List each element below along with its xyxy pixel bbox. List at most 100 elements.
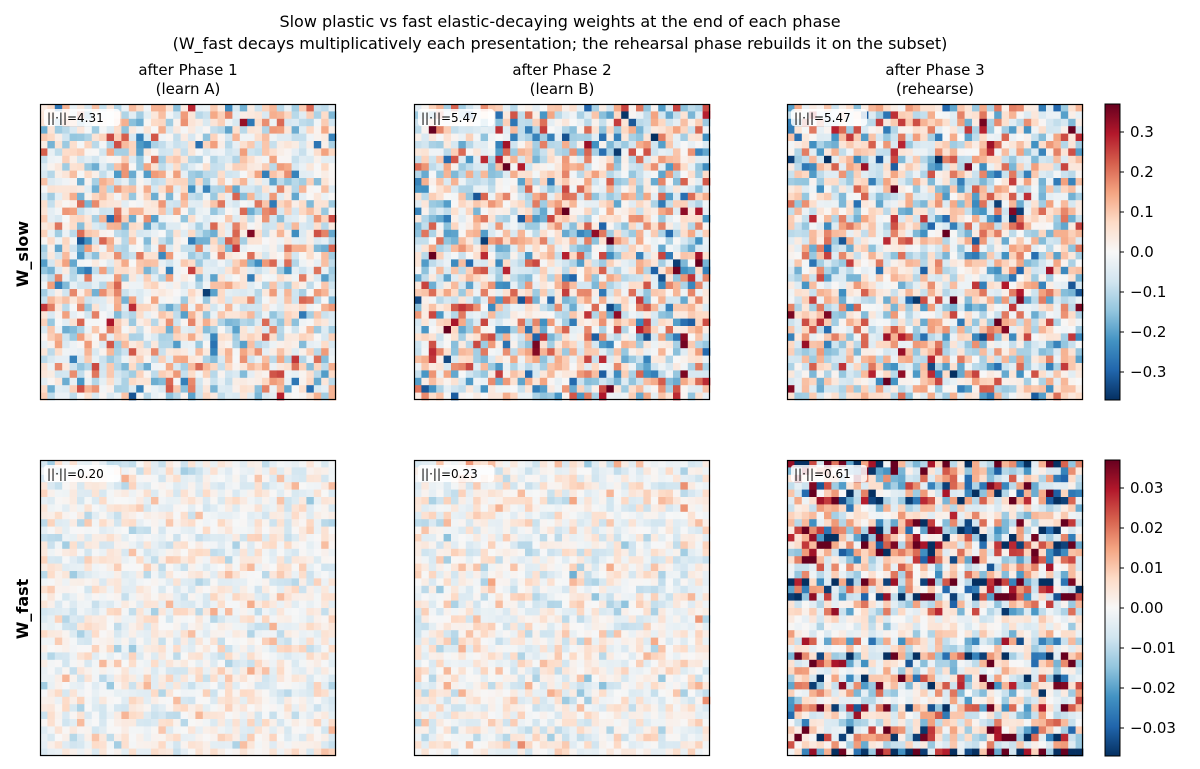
heatmap-cell	[898, 229, 906, 238]
heatmap-cell	[77, 482, 85, 490]
heatmap-cell	[313, 252, 322, 260]
heatmap-cell	[225, 296, 233, 305]
heatmap-cell	[606, 133, 615, 142]
heatmap-cell	[428, 170, 437, 179]
heatmap-cell	[299, 482, 307, 490]
heatmap-cell	[957, 340, 965, 349]
heatmap-cell	[180, 118, 189, 127]
heatmap-cell	[465, 244, 474, 253]
heatmap-cell	[606, 348, 615, 356]
heatmap-cell	[91, 377, 100, 386]
heatmap-cell	[569, 244, 578, 253]
heatmap-cell	[1038, 385, 1047, 393]
heatmap-cell	[576, 348, 585, 356]
heatmap-cell	[1016, 222, 1025, 231]
heatmap-cell	[143, 392, 152, 401]
heatmap-cell	[816, 192, 825, 201]
heatmap-cell	[1009, 340, 1017, 349]
heatmap-cell	[905, 207, 914, 216]
heatmap-cell	[949, 326, 958, 334]
heatmap-cell	[517, 311, 526, 319]
heatmap-cell	[128, 200, 137, 208]
heatmap-cell	[443, 392, 452, 401]
heatmap-cell	[54, 126, 63, 134]
heatmap-cell	[994, 289, 1002, 297]
heatmap-cell	[451, 207, 459, 216]
heatmap-cell	[225, 377, 233, 386]
heatmap-cell	[443, 289, 452, 297]
heatmap-cell	[210, 363, 218, 371]
heatmap-cell	[247, 192, 255, 201]
heatmap-cell	[794, 311, 803, 319]
heatmap-cell	[84, 311, 93, 319]
heatmap-cell	[935, 348, 943, 356]
heatmap-cell	[436, 155, 444, 164]
heatmap-cell	[673, 363, 681, 371]
heatmap-cell	[321, 281, 329, 290]
heatmap-cell	[414, 392, 422, 401]
heatmap-cell	[695, 229, 703, 238]
heatmap-cell	[838, 163, 847, 171]
heatmap-cell	[299, 303, 307, 312]
heatmap-cell	[299, 141, 307, 149]
heatmap-cell	[957, 318, 965, 327]
heatmap-cell	[816, 170, 825, 179]
heatmap-cell	[525, 326, 533, 334]
heatmap-cell	[861, 252, 869, 260]
heatmap-cell	[306, 296, 315, 305]
heatmap-cell	[687, 148, 696, 157]
heatmap-cell	[84, 460, 93, 468]
heatmap-cell	[636, 104, 644, 112]
heatmap-cell	[488, 126, 496, 134]
heatmap-cell	[62, 303, 70, 312]
heatmap-cell	[658, 155, 666, 164]
heatmap-cell	[554, 252, 563, 260]
heatmap-cell	[143, 222, 152, 231]
heatmap-cell	[539, 163, 548, 171]
heatmap-cell	[299, 392, 307, 401]
heatmap-cell	[1009, 370, 1017, 379]
heatmap-cell	[650, 266, 659, 275]
heatmap-cell	[525, 133, 533, 142]
heatmap-cell	[84, 185, 93, 194]
heatmap-cell	[1009, 363, 1017, 371]
heatmap-cell	[195, 370, 204, 379]
heatmap-cell	[942, 326, 951, 334]
heatmap-cell	[284, 185, 292, 194]
heatmap-cell	[831, 311, 840, 319]
heatmap-cell	[554, 229, 563, 238]
heatmap-cell	[106, 385, 115, 393]
heatmap-cell	[1075, 281, 1084, 290]
heatmap-cell	[1023, 318, 1032, 327]
heatmap-cell	[165, 222, 174, 231]
heatmap-cell	[180, 237, 189, 245]
heatmap-cell	[1031, 289, 1039, 297]
heatmap-cell	[84, 259, 93, 268]
heatmap-cell	[173, 207, 181, 216]
heatmap-cell	[428, 363, 437, 371]
heatmap-cell	[276, 370, 285, 379]
heatmap-cell	[232, 333, 241, 342]
heatmap-cell	[480, 192, 489, 201]
heatmap-cell	[949, 333, 958, 342]
heatmap-cell	[584, 170, 592, 179]
heatmap-cell	[920, 370, 928, 379]
heatmap-cell	[912, 207, 921, 216]
heatmap-cell	[480, 326, 489, 334]
heatmap-cell	[495, 340, 504, 349]
heatmap-cell	[883, 333, 891, 342]
heatmap-cell	[269, 126, 278, 134]
heatmap-cell	[313, 326, 322, 334]
heatmap-cell	[1023, 104, 1032, 112]
heatmap-cell	[935, 259, 943, 268]
heatmap-cell	[824, 363, 832, 371]
heatmap-cell	[838, 252, 847, 260]
heatmap-cell	[443, 163, 452, 171]
heatmap-cell	[269, 192, 278, 201]
heatmap-cell	[680, 118, 689, 127]
heatmap-cell	[787, 111, 795, 120]
heatmap-cell	[636, 392, 644, 401]
heatmap-cell	[621, 303, 629, 312]
heatmap-cell	[313, 392, 322, 401]
heatmap-cell	[436, 207, 444, 216]
